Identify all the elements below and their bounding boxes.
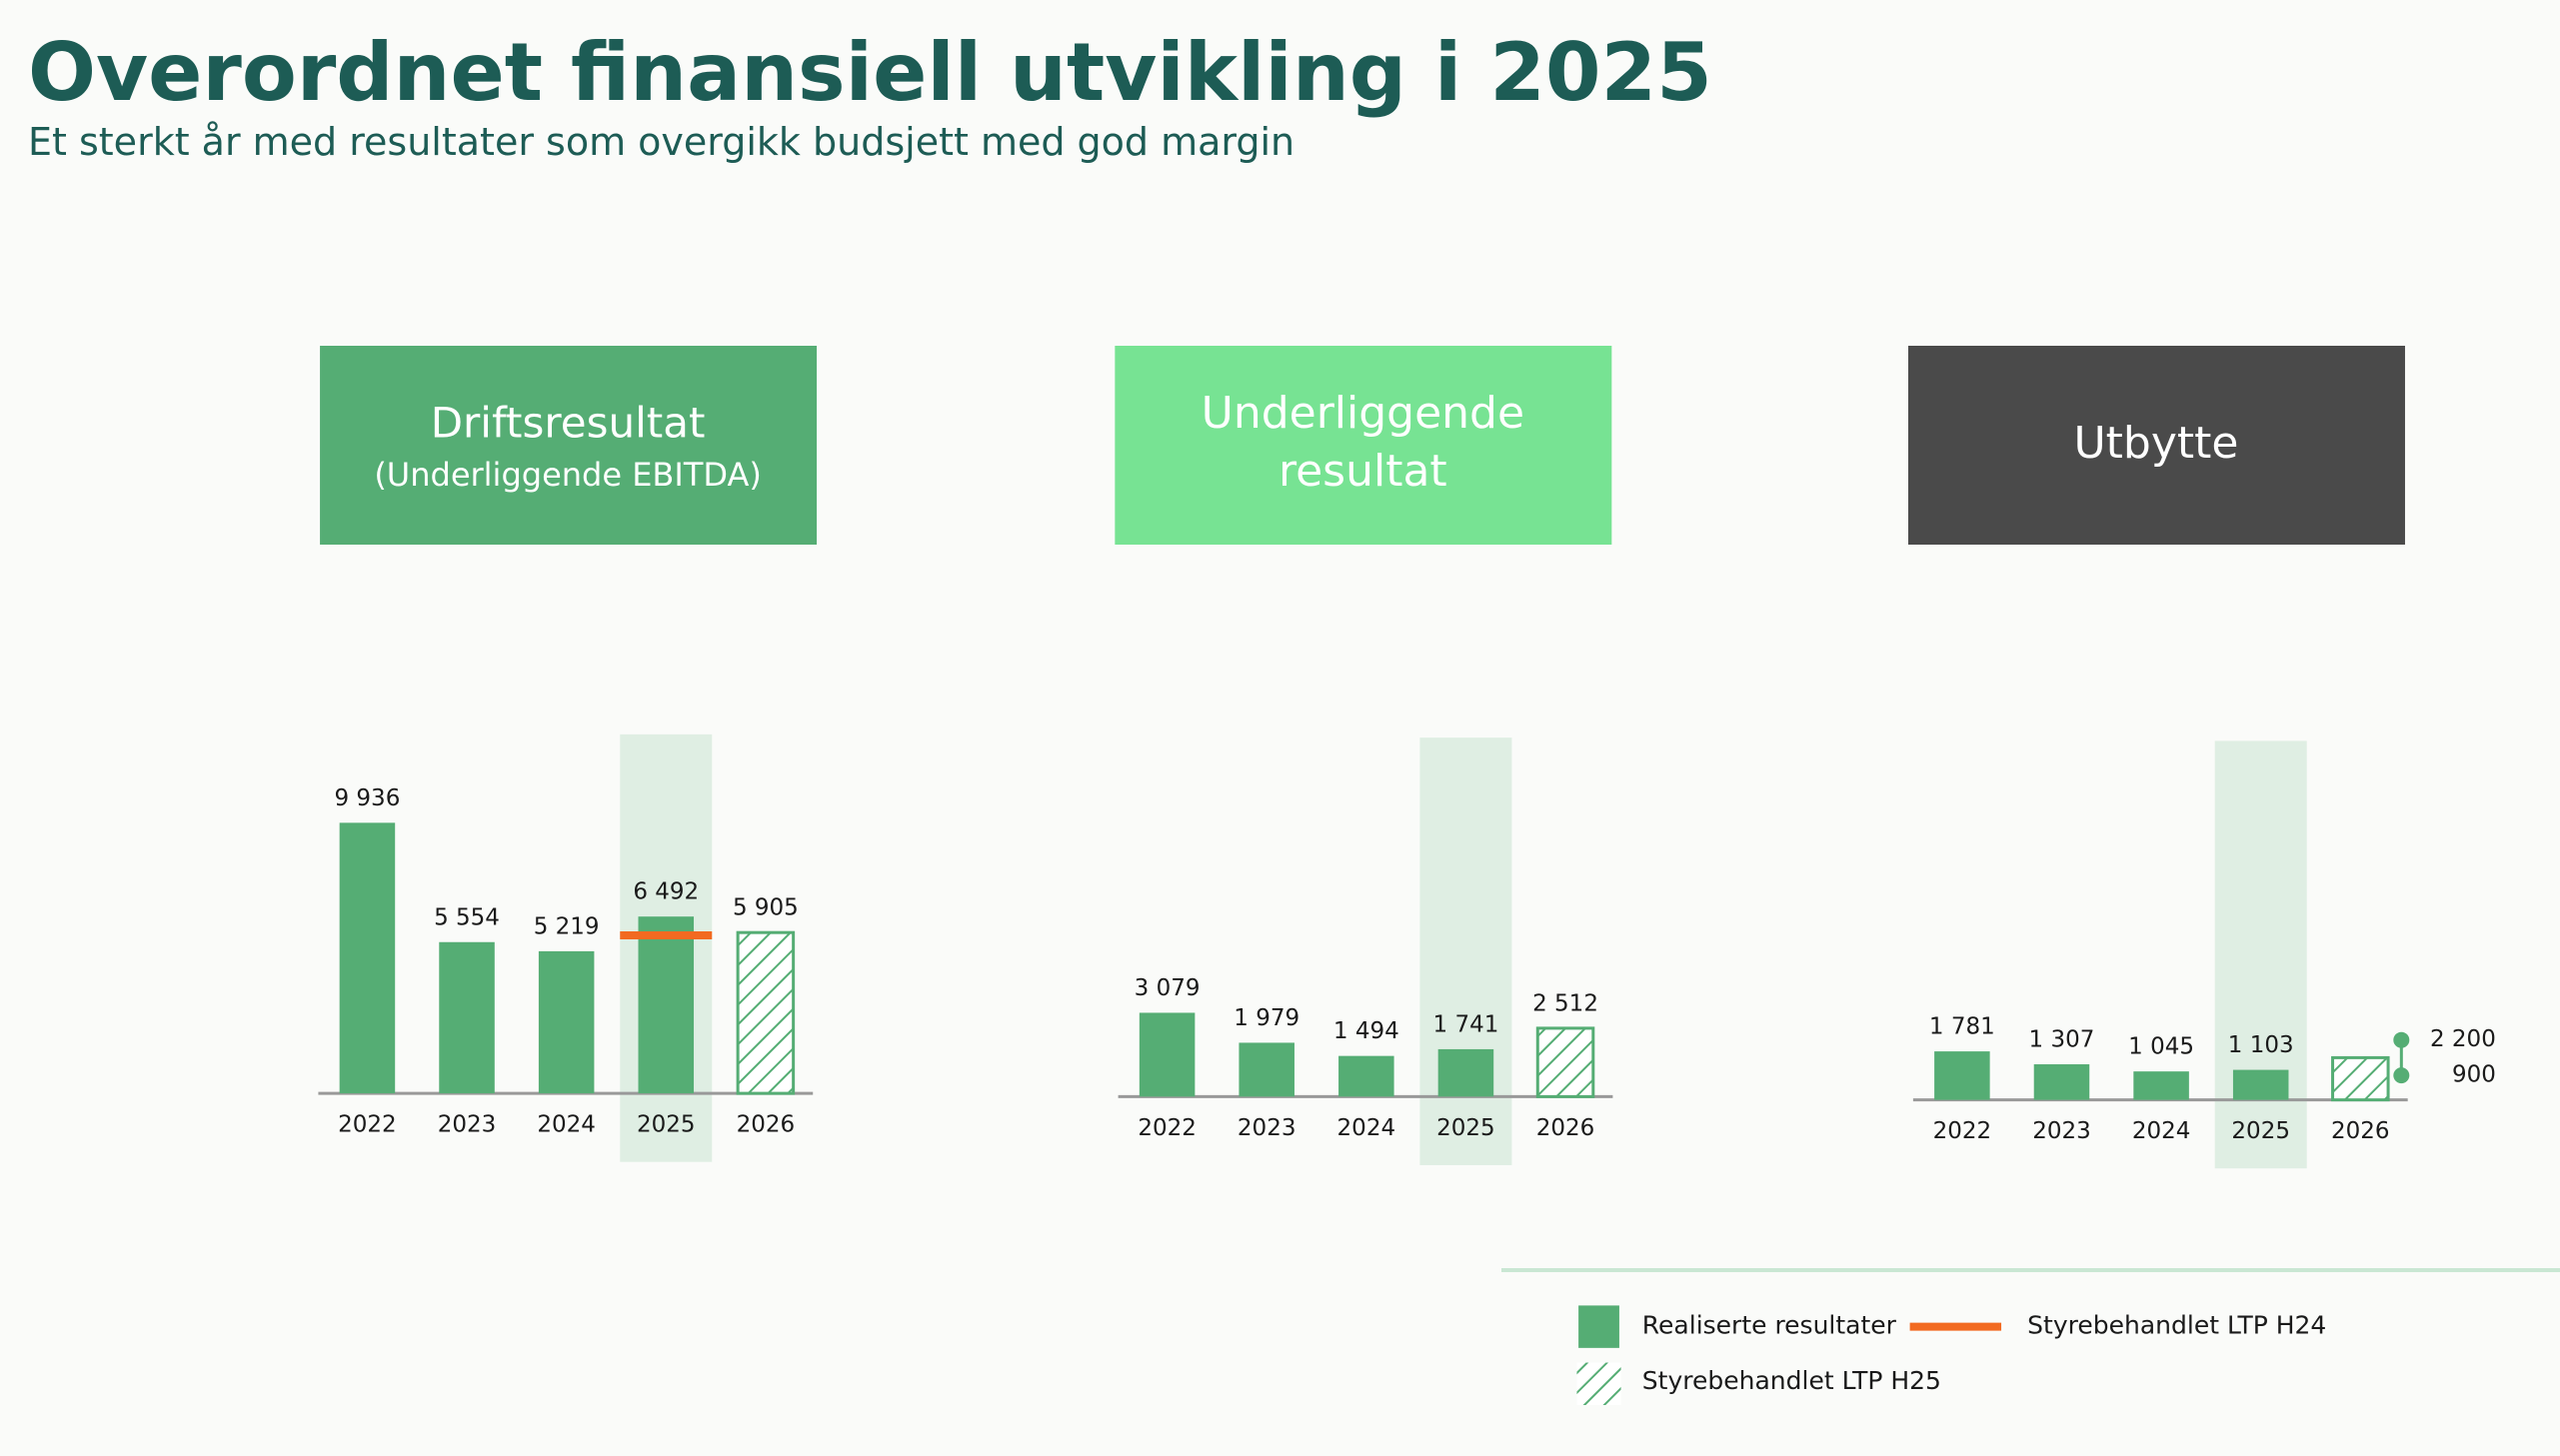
bar <box>1934 1051 1990 1100</box>
legend-swatch <box>1576 1362 1621 1406</box>
value-label: 1 979 <box>1234 1005 1299 1031</box>
value-label: 1 307 <box>2029 1027 2095 1053</box>
value-label: 3 079 <box>1135 975 1201 1001</box>
bar <box>439 941 495 1094</box>
bar <box>2033 1064 2090 1100</box>
bar <box>1338 1055 1394 1097</box>
x-tick-label: 2025 <box>637 1112 696 1138</box>
bar <box>2133 1071 2189 1100</box>
x-tick-label: 2023 <box>438 1112 497 1138</box>
slide-title: Overordnet finansiell utvikling i 2025 <box>28 26 1712 119</box>
x-tick-label: 2025 <box>1436 1115 1495 1141</box>
bar <box>339 822 396 1094</box>
bar <box>2232 1069 2289 1100</box>
range-dot <box>2393 1067 2410 1084</box>
value-label: 1 045 <box>2128 1034 2194 1060</box>
title-line: resultat <box>1279 446 1447 497</box>
x-tick-label: 2026 <box>2331 1118 2390 1144</box>
legend-label: Realiserte resultater <box>1642 1311 1897 1340</box>
range-label: 2 200 <box>2430 1026 2496 1052</box>
plan-bar <box>736 930 796 1095</box>
value-label: 9 936 <box>334 785 400 811</box>
value-label: 1 781 <box>1929 1014 1995 1040</box>
value-label: 5 219 <box>534 913 600 939</box>
value-label: 1 103 <box>2228 1032 2294 1058</box>
x-tick-label: 2024 <box>2132 1118 2191 1144</box>
value-label: 5 905 <box>733 895 799 921</box>
title-line: Underliggende <box>1202 388 1524 439</box>
bar <box>1437 1048 1494 1097</box>
highlight-band <box>1419 737 1512 1165</box>
x-tick-label: 2022 <box>338 1112 397 1138</box>
legend-label: Styrebehandlet LTP H25 <box>1642 1366 1941 1395</box>
value-label: 2 512 <box>1532 990 1598 1016</box>
value-label: 1 494 <box>1333 1018 1399 1044</box>
x-tick-label: 2026 <box>737 1112 796 1138</box>
legend-swatch <box>1578 1305 1619 1348</box>
chart-header <box>320 346 818 545</box>
x-tick-label: 2023 <box>1238 1115 1296 1141</box>
x-tick-label: 2022 <box>1933 1118 1992 1144</box>
x-tick-label: 2026 <box>1536 1115 1595 1141</box>
plan-bar <box>1535 1026 1595 1098</box>
value-label: 1 741 <box>1433 1011 1499 1037</box>
x-tick-label: 2025 <box>2231 1118 2290 1144</box>
x-tick-label: 2023 <box>2032 1118 2091 1144</box>
value-label: 6 492 <box>633 879 699 905</box>
value-label: 5 554 <box>434 904 500 930</box>
bar <box>538 950 595 1094</box>
chart-header <box>1115 346 1612 545</box>
chart-header <box>1907 346 2405 545</box>
range-label: 900 <box>2452 1062 2496 1088</box>
chart-subtitle: (Underliggende EBITDA) <box>374 456 762 494</box>
bar <box>1239 1042 1294 1097</box>
highlight-band <box>2214 740 2307 1169</box>
plan-bar <box>2331 1055 2390 1102</box>
bar <box>638 916 695 1094</box>
chart-title: Utbytte <box>2073 418 2238 469</box>
x-tick-label: 2024 <box>537 1112 596 1138</box>
x-tick-label: 2022 <box>1138 1115 1197 1141</box>
range-dot <box>2393 1031 2410 1048</box>
chart-title: Underliggende resultat <box>1202 388 1524 497</box>
chart-title: Driftsresultat <box>431 399 706 448</box>
x-tick-label: 2024 <box>1337 1115 1396 1141</box>
slide-subtitle: Et sterkt år med resultater som overgikk… <box>28 120 1294 164</box>
legend-label: Styrebehandlet LTP H24 <box>2027 1311 2326 1340</box>
bar <box>1139 1012 1196 1097</box>
